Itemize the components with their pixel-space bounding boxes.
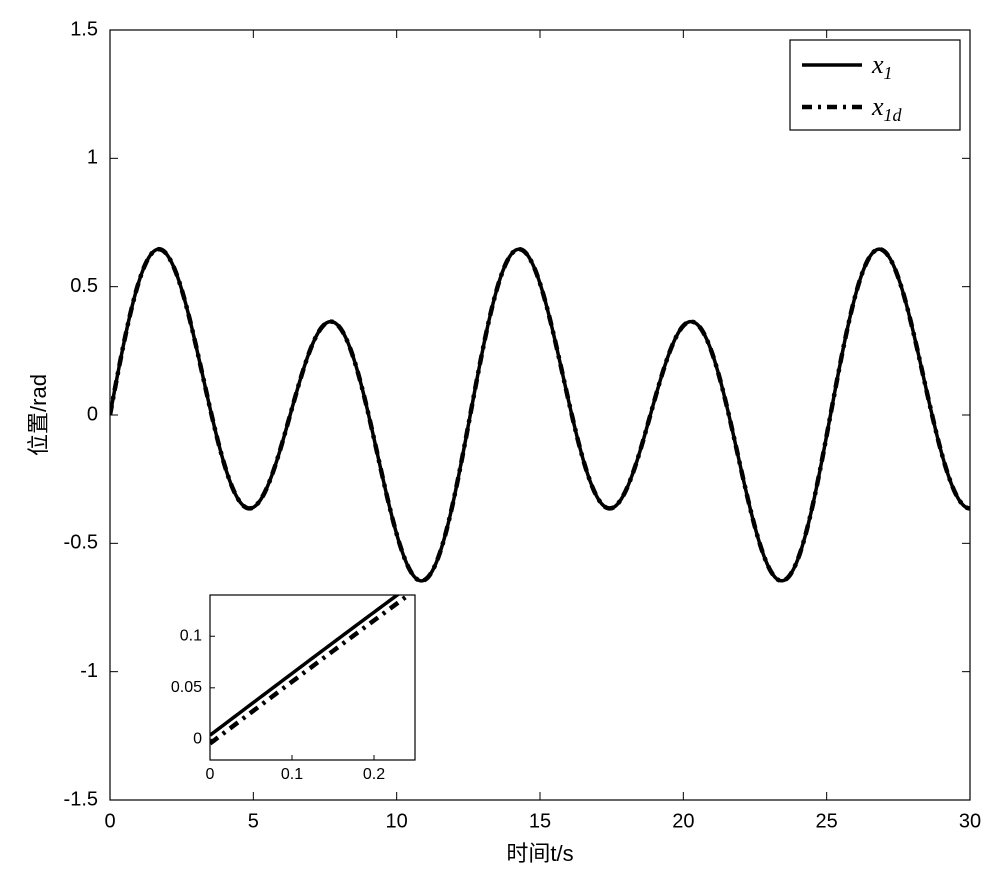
svg-text:0: 0: [193, 731, 202, 748]
svg-text:10: 10: [386, 810, 408, 832]
svg-text:15: 15: [529, 810, 551, 832]
svg-text:30: 30: [959, 810, 981, 832]
svg-text:1: 1: [87, 147, 98, 169]
svg-text:1.5: 1.5: [70, 18, 98, 40]
series-x1d: [110, 249, 970, 581]
svg-text:0: 0: [87, 403, 98, 425]
svg-text:0.5: 0.5: [70, 275, 98, 297]
svg-text:0.05: 0.05: [171, 679, 202, 696]
svg-text:0.1: 0.1: [281, 766, 303, 783]
y-axis-label: 位置/rad: [26, 374, 51, 456]
x-axis-label: 时间t/s: [506, 841, 573, 866]
inset-box: [210, 595, 415, 760]
svg-text:-1: -1: [80, 660, 98, 682]
line-chart: 0 5 10 15 20 25 30 -1.5 -1 -0.5 0 0.5 1 1.5 时间t/s 位置/ra…: [0, 0, 1000, 880]
chart-container: 0 5 10 15 20 25 30 -1.5 -1 -0.5 0 0.5 1 1.5 时间t/s 位置/ra…: [0, 0, 1000, 880]
series-x1: [110, 249, 970, 581]
svg-text:0.2: 0.2: [363, 766, 385, 783]
svg-text:0: 0: [206, 766, 215, 783]
svg-text:0.1: 0.1: [180, 627, 202, 644]
svg-text:20: 20: [672, 810, 694, 832]
svg-text:25: 25: [816, 810, 838, 832]
svg-text:-0.5: -0.5: [64, 532, 98, 554]
svg-text:5: 5: [248, 810, 259, 832]
svg-text:0: 0: [104, 810, 115, 832]
svg-text:-1.5: -1.5: [64, 788, 98, 810]
